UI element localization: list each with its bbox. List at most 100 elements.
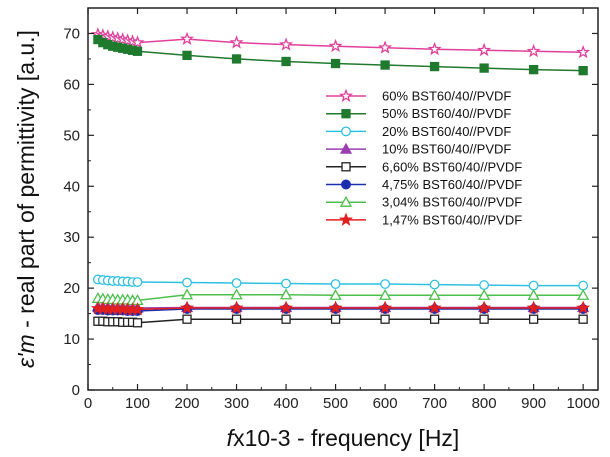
data-point: [527, 288, 540, 300]
legend-marker: [339, 142, 353, 154]
series-5: [93, 314, 588, 328]
legend-label: 60% BST60/40//PVDF: [382, 89, 511, 104]
plot-frame: [87, 7, 599, 391]
x-tick-label: 400: [274, 395, 299, 412]
data-point: [428, 288, 441, 300]
data-point: [578, 314, 588, 324]
series-line: [97, 278, 584, 287]
series-8: [90, 300, 591, 316]
data-point: [330, 279, 341, 290]
data-point: [479, 280, 490, 291]
series-7: [91, 288, 590, 306]
data-point: [182, 277, 192, 288]
data-point: [231, 314, 242, 324]
x-tick-label: 1000: [566, 395, 599, 412]
x-tick-label: 900: [521, 395, 546, 412]
y-tick-label: 30: [63, 229, 80, 246]
y-axis-title-symbol: ε'm: [13, 334, 39, 368]
data-point: [528, 280, 539, 291]
data-point: [330, 314, 341, 324]
y-axis-title-rest: - real part of permittivity [a.u.]: [13, 30, 39, 334]
data-point: [132, 318, 143, 328]
data-point: [429, 279, 440, 290]
series-layer: [90, 27, 591, 328]
data-point: [576, 44, 591, 59]
data-point: [329, 288, 342, 300]
data-point: [231, 54, 242, 64]
data-point: [229, 300, 244, 314]
data-point: [229, 35, 244, 49]
x-axis-title-rest: x10-3 - frequency [Hz]: [233, 425, 459, 451]
legend-marker: [341, 179, 351, 190]
x-axis-title-italic: f: [227, 425, 236, 451]
data-point: [429, 61, 440, 72]
legend-entry: 10% BST60/40//PVDF: [326, 142, 511, 157]
legend-entry: 3,04% BST60/40//PVDF: [326, 195, 522, 210]
x-tick-label: 0: [84, 395, 92, 412]
series-line: [97, 318, 584, 324]
y-tick-label: 0: [72, 382, 80, 399]
legend-entry: 50% BST60/40//PVDF: [326, 106, 511, 121]
y-tick-label: 10: [63, 331, 80, 348]
legend-label: 50% BST60/40//PVDF: [382, 106, 511, 121]
data-point: [427, 300, 442, 314]
data-point: [478, 288, 491, 300]
data-point: [477, 42, 492, 57]
data-point: [231, 278, 242, 288]
data-point: [576, 300, 591, 314]
data-point: [180, 300, 195, 314]
data-point: [130, 35, 145, 49]
data-point: [182, 314, 192, 324]
x-tick-label: 600: [373, 395, 398, 412]
y-axis-title: ε'm - real part of permittivity [a.u.]: [13, 30, 39, 368]
data-point: [429, 314, 440, 324]
data-point: [578, 280, 589, 291]
x-tick-label: 100: [125, 395, 150, 412]
series-2: [93, 34, 588, 76]
legend-label: 4,75% BST60/40//PVDF: [382, 177, 522, 192]
y-tick-label: 50: [63, 127, 80, 144]
y-tick-label: 60: [63, 76, 80, 93]
legend-label: 6,60% BST60/40//PVDF: [382, 159, 522, 174]
legend-marker: [341, 109, 351, 119]
legend-label: 1,47% BST60/40//PVDF: [382, 212, 522, 227]
x-tick-label: 500: [323, 395, 348, 412]
legend: 60% BST60/40//PVDF 50% BST60/40//PVDF 20% …: [326, 89, 522, 227]
legend-marker: [339, 212, 353, 226]
data-point: [330, 58, 341, 69]
data-point: [279, 37, 294, 51]
data-point: [378, 300, 393, 314]
legend-entry: 60% BST60/40//PVDF: [326, 89, 511, 104]
data-point: [180, 288, 194, 300]
data-point: [526, 300, 541, 314]
legend-marker: [339, 88, 353, 102]
data-point: [528, 314, 539, 324]
legend-entry: 20% BST60/40//PVDF: [326, 124, 511, 139]
x-tick-label: 800: [472, 395, 497, 412]
data-point: [526, 43, 541, 58]
data-point: [279, 288, 293, 300]
series-1: [90, 27, 591, 59]
data-point: [130, 302, 145, 316]
y-tick-label: 40: [63, 178, 80, 195]
legend-entry: 4,75% BST60/40//PVDF: [326, 177, 522, 192]
data-point: [427, 41, 442, 56]
data-point: [132, 46, 143, 56]
data-point: [479, 314, 489, 324]
data-point: [281, 278, 292, 289]
legend-label: 20% BST60/40//PVDF: [382, 124, 511, 139]
data-point: [328, 38, 343, 53]
y-tick-label: 70: [63, 25, 80, 42]
x-tick-label: 200: [175, 395, 200, 412]
data-point: [528, 64, 539, 75]
data-point: [230, 288, 243, 300]
data-point: [279, 300, 294, 314]
data-point: [328, 300, 343, 314]
data-point: [182, 50, 192, 61]
series-3: [92, 274, 589, 291]
x-tick-label: 700: [422, 395, 447, 412]
data-point: [479, 63, 489, 73]
data-point: [378, 288, 392, 300]
legend-marker: [339, 195, 353, 207]
data-point: [577, 288, 590, 300]
